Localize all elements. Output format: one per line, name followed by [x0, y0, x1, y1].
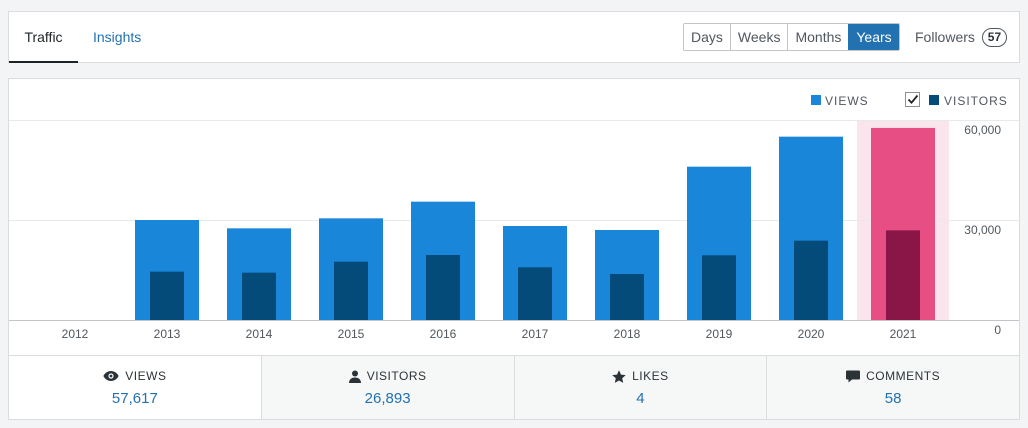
bar-chart: 0 30,000 60,000 2012 2013 2014 2015 2016 2017 201… [9, 92, 1019, 341]
summary-comments-label: COMMENTS [866, 369, 941, 383]
views-legend-swatch [811, 95, 821, 105]
x-tick-label: 2021 [890, 327, 917, 341]
person-icon [348, 370, 361, 383]
visitors-bar-2016[interactable] [426, 255, 460, 320]
y-tick-label: 0 [994, 323, 1001, 337]
summary-views-label: VIEWS [125, 369, 167, 383]
x-tick-label: 2018 [614, 327, 641, 341]
summary-views-value: 57,617 [111, 390, 158, 407]
stats-navigation: Traffic Insights Days Weeks Months Years… [8, 11, 1020, 63]
visitors-bar-2019[interactable] [702, 255, 736, 320]
summary-views-tab[interactable]: VIEWS 57,617 [9, 356, 261, 419]
summary-visitors-tab[interactable]: VISITORS 26,893 [260, 356, 514, 419]
comment-icon [846, 370, 861, 382]
views-legend-label: VIEWS [825, 94, 869, 108]
tab-insights[interactable]: Insights [93, 29, 142, 45]
summary-comments-tab[interactable]: COMMENTS 58 [766, 356, 1019, 419]
period-days-button[interactable]: Days [684, 24, 730, 50]
summary-likes-label: LIKES [632, 369, 669, 383]
visitors-bar-2018[interactable] [610, 274, 644, 320]
stats-chart-card: 0 30,000 60,000 2012 2013 2014 2015 2016 2017 201… [8, 78, 1020, 420]
followers-link[interactable]: Followers 57 [915, 23, 1008, 51]
period-months-button[interactable]: Months [787, 24, 849, 50]
visitors-bar-2015[interactable] [334, 261, 368, 320]
summary-likes-tab[interactable]: LIKES 4 [513, 356, 767, 419]
summary-comments-value: 58 [884, 390, 902, 407]
x-tick-label: 2015 [338, 327, 365, 341]
visitors-bar-2017[interactable] [518, 267, 552, 320]
period-weeks-button[interactable]: Weeks [729, 24, 788, 50]
x-tick-label: 2020 [798, 327, 825, 341]
period-years-button[interactable]: Years [848, 24, 899, 50]
visitors-legend-checkbox[interactable] [905, 92, 920, 107]
x-tick-label: 2017 [522, 327, 549, 341]
summary-tabs: VIEWS 57,617 VISITORS 26,893 LIKES 4 COM… [9, 355, 1019, 419]
tab-traffic[interactable]: Traffic [9, 12, 78, 63]
visitors-legend-swatch [929, 95, 939, 105]
summary-visitors-label: VISITORS [366, 369, 427, 383]
visitors-legend-label: VISITORS [944, 94, 1008, 108]
star-icon [612, 369, 626, 383]
period-selector: Days Weeks Months Years [683, 23, 900, 51]
visitors-bar-2020[interactable] [794, 240, 828, 320]
summary-visitors-value: 26,893 [364, 390, 411, 407]
x-tick-label: 2014 [246, 327, 273, 341]
visitors-bar-2021[interactable] [886, 230, 920, 320]
checkmark-icon [907, 94, 919, 105]
summary-likes-value: 4 [636, 390, 645, 407]
visitors-bar-2014[interactable] [242, 272, 276, 320]
followers-label: Followers [915, 29, 975, 45]
followers-count-badge: 57 [981, 28, 1008, 47]
y-tick-label: 30,000 [964, 223, 1001, 237]
x-tick-label: 2013 [154, 327, 181, 341]
x-tick-label: 2019 [706, 327, 733, 341]
x-tick-label: 2016 [430, 327, 457, 341]
y-tick-label: 60,000 [964, 123, 1001, 137]
x-tick-label: 2012 [62, 327, 89, 341]
visitors-bar-2013[interactable] [150, 271, 184, 320]
eye-icon [103, 371, 119, 381]
